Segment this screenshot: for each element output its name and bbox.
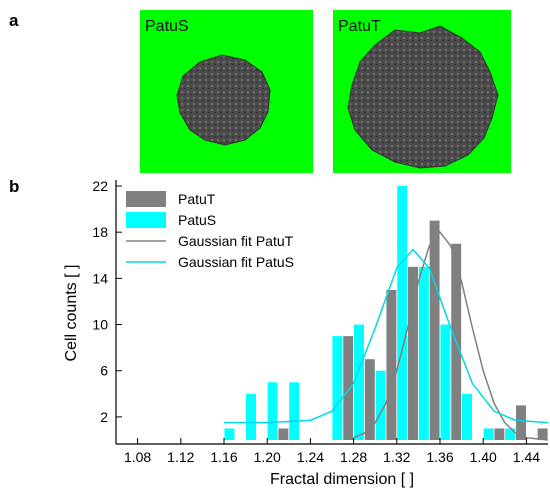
image-patus: PatuS bbox=[140, 10, 313, 173]
bar bbox=[516, 405, 526, 440]
legend-label: PatuS bbox=[178, 212, 216, 228]
bar bbox=[375, 370, 386, 440]
image-label: PatuS bbox=[145, 18, 189, 35]
bar bbox=[289, 382, 300, 440]
bar bbox=[397, 186, 408, 440]
bar bbox=[537, 428, 548, 440]
bar bbox=[505, 428, 516, 440]
bar bbox=[462, 393, 472, 440]
bar bbox=[267, 382, 278, 440]
x-tick-label: 1.36 bbox=[426, 449, 453, 465]
image-patut: PatuT bbox=[333, 10, 511, 173]
plot: 2 6 10 14 18 22 1.08 1.12 1.16 1.20 1.24 1.28 1.32 1.… bbox=[63, 178, 549, 488]
bar bbox=[224, 428, 235, 440]
y-tick-label: 14 bbox=[92, 270, 108, 286]
x-tick-label: 1.28 bbox=[340, 449, 367, 465]
cell bbox=[347, 25, 499, 169]
x-tick-label: 1.12 bbox=[167, 449, 194, 465]
fit-line bbox=[353, 230, 549, 441]
y-axis-label: Cell counts [ ] bbox=[63, 265, 80, 362]
y-tick-label: 2 bbox=[100, 409, 108, 425]
y-tick-label: 10 bbox=[92, 317, 108, 333]
bar bbox=[418, 266, 429, 440]
bar bbox=[483, 428, 494, 440]
bar bbox=[386, 289, 397, 440]
legend-swatch bbox=[126, 212, 166, 228]
legend-label: PatuT bbox=[178, 191, 216, 207]
bar bbox=[429, 220, 440, 440]
x-axis-label: Fractal dimension [ ] bbox=[270, 471, 414, 488]
bar bbox=[343, 336, 354, 440]
fit-line bbox=[224, 248, 549, 424]
y-tick-label: 22 bbox=[92, 178, 108, 194]
y-tick-label: 18 bbox=[92, 224, 108, 240]
bar bbox=[246, 393, 256, 440]
bar bbox=[278, 428, 289, 440]
panel-label: b bbox=[9, 177, 19, 196]
x-tick-label: 1.08 bbox=[124, 449, 151, 465]
x-tick-label: 1.24 bbox=[297, 449, 324, 465]
panel-label: a bbox=[9, 11, 19, 30]
x-tick-label: 1.16 bbox=[210, 449, 237, 465]
image-label: PatuT bbox=[338, 18, 381, 35]
x-tick-label: 1.40 bbox=[470, 449, 497, 465]
bar bbox=[440, 324, 451, 440]
cell bbox=[176, 54, 271, 146]
legend-label: Gaussian fit PatuS bbox=[178, 254, 294, 270]
bar bbox=[332, 336, 343, 440]
legend-swatch bbox=[126, 191, 166, 207]
bar bbox=[354, 324, 364, 440]
x-tick-label: 1.20 bbox=[254, 449, 281, 465]
x-tick-label: 1.44 bbox=[513, 449, 540, 465]
bar bbox=[408, 266, 418, 440]
legend-label: Gaussian fit PatuT bbox=[178, 233, 294, 249]
bar bbox=[494, 428, 505, 440]
x-tick-label: 1.32 bbox=[383, 449, 410, 465]
bar bbox=[364, 359, 375, 440]
y-tick-label: 6 bbox=[100, 363, 108, 379]
